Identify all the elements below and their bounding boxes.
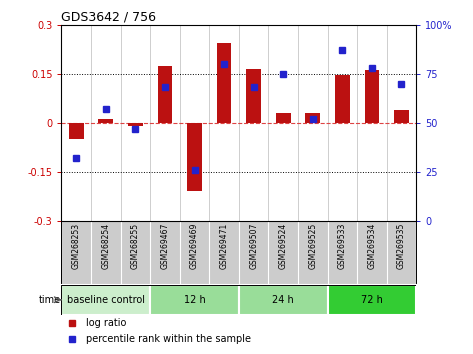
- Text: GSM269535: GSM269535: [397, 222, 406, 269]
- Text: GSM268255: GSM268255: [131, 222, 140, 269]
- Text: percentile rank within the sample: percentile rank within the sample: [87, 334, 251, 344]
- Bar: [98, 119, 113, 123]
- Text: GSM269524: GSM269524: [279, 222, 288, 269]
- Bar: [306, 113, 320, 123]
- Text: time: time: [39, 295, 61, 305]
- Text: GSM268254: GSM268254: [101, 222, 110, 269]
- Text: baseline control: baseline control: [67, 295, 145, 305]
- Text: GSM269469: GSM269469: [190, 222, 199, 269]
- Bar: [246, 69, 261, 123]
- Bar: [158, 65, 172, 123]
- Bar: [187, 123, 202, 191]
- Text: GSM269507: GSM269507: [249, 222, 258, 269]
- Bar: [217, 43, 231, 123]
- Text: GSM269533: GSM269533: [338, 222, 347, 269]
- Text: 72 h: 72 h: [361, 295, 383, 305]
- Bar: [61, 285, 150, 315]
- Bar: [335, 75, 350, 123]
- Text: GSM269525: GSM269525: [308, 222, 317, 269]
- Text: GSM269471: GSM269471: [219, 222, 228, 269]
- Text: log ratio: log ratio: [87, 318, 127, 328]
- Text: 24 h: 24 h: [272, 295, 294, 305]
- Bar: [69, 123, 84, 139]
- Bar: [327, 285, 416, 315]
- Text: GDS3642 / 756: GDS3642 / 756: [61, 11, 157, 24]
- Text: GSM268253: GSM268253: [72, 222, 81, 269]
- Text: 12 h: 12 h: [184, 295, 205, 305]
- Bar: [128, 123, 143, 126]
- Text: GSM269534: GSM269534: [368, 222, 377, 269]
- Bar: [365, 70, 379, 123]
- Text: GSM269467: GSM269467: [160, 222, 169, 269]
- Bar: [239, 285, 327, 315]
- Bar: [150, 285, 239, 315]
- Bar: [394, 110, 409, 123]
- Bar: [276, 113, 290, 123]
